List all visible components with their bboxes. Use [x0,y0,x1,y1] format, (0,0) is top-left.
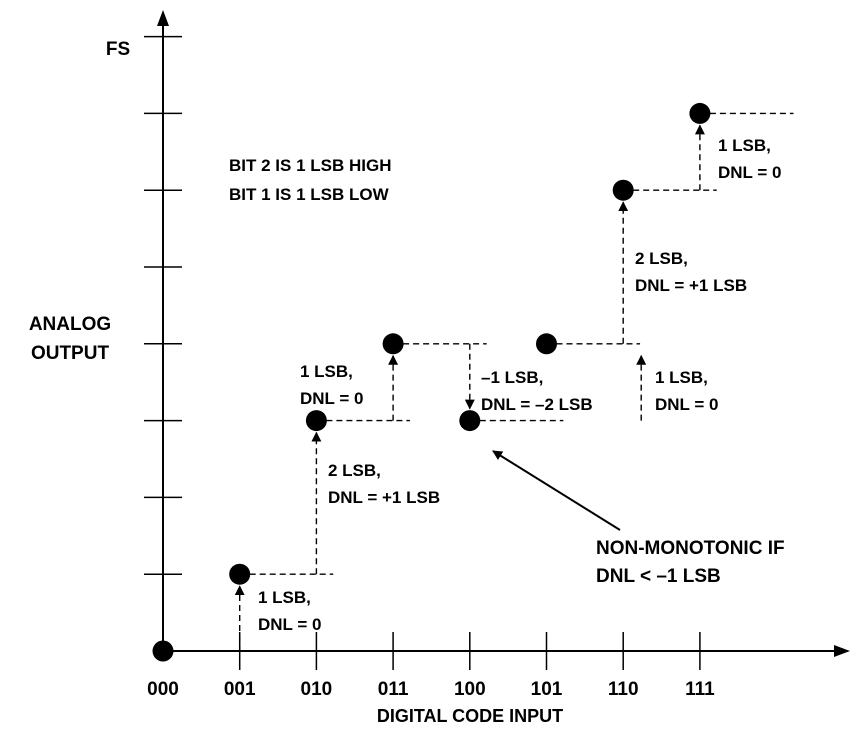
callout-line-2: DNL < –1 LSB [596,566,721,587]
step-annotation-text: DNL = 0 [718,163,781,182]
y-axis-title-line-1: ANALOG [29,314,111,335]
x-tick-label: 001 [224,679,256,700]
step-annotation-text: DNL = +1 LSB [328,488,440,507]
callout-arrow [493,451,620,530]
x-tick-label: 101 [531,679,563,700]
data-point-101 [536,333,557,354]
step-annotation-text: DNL = 0 [258,615,321,634]
step-annotation-text: 1 LSB, [655,368,708,387]
x-axis-title: DIGITAL CODE INPUT [377,706,563,726]
data-point-100 [459,410,480,431]
step-annotation-text: DNL = 0 [300,389,363,408]
x-tick-labels: 000 001 010 011 100 101 110 111 [147,679,715,700]
data-point-001 [229,564,250,585]
y-axis-arrow-icon [157,10,169,26]
step-annotation-text: DNL = –2 LSB [481,395,593,414]
step-annotations: 1 LSB, DNL = 0 2 LSB, DNL = +1 LSB 1 LSB, DNL… [258,136,781,634]
non-monotonic-callout: NON-MONOTONIC IF DNL < –1 LSB [493,451,785,587]
x-tick-label: 010 [301,679,333,700]
data-point-111 [689,103,710,124]
step-annotation-text: –1 LSB, [481,368,543,387]
x-tick-label: 111 [685,679,715,700]
data-point-011 [383,333,404,354]
step-annotation-text: 1 LSB, [718,136,771,155]
x-tick-label: 000 [147,679,179,700]
x-tick-label: 100 [454,679,486,700]
data-point-000 [153,641,174,662]
legend-line-2: BIT 1 IS 1 LSB LOW [229,185,390,204]
axes [157,10,850,657]
step-annotation-text: 2 LSB, [635,249,688,268]
step-annotation-text: 2 LSB, [328,461,381,480]
legend-line-1: BIT 2 IS 1 LSB HIGH [229,156,391,175]
y-axis-title-line-2: OUTPUT [31,343,110,364]
x-tick-label: 110 [608,679,639,700]
step-annotation-text: 1 LSB, [300,362,353,381]
y-top-label: FS [106,39,130,60]
data-point-110 [613,180,634,201]
x-axis-arrow-icon [834,645,850,657]
callout-line-1: NON-MONOTONIC IF [596,538,785,559]
step-annotation-text: 1 LSB, [258,588,311,607]
data-point-010 [306,410,327,431]
x-tick-label: 011 [378,679,409,700]
step-annotation-text: DNL = 0 [655,395,718,414]
step-annotation-text: DNL = +1 LSB [635,276,747,295]
